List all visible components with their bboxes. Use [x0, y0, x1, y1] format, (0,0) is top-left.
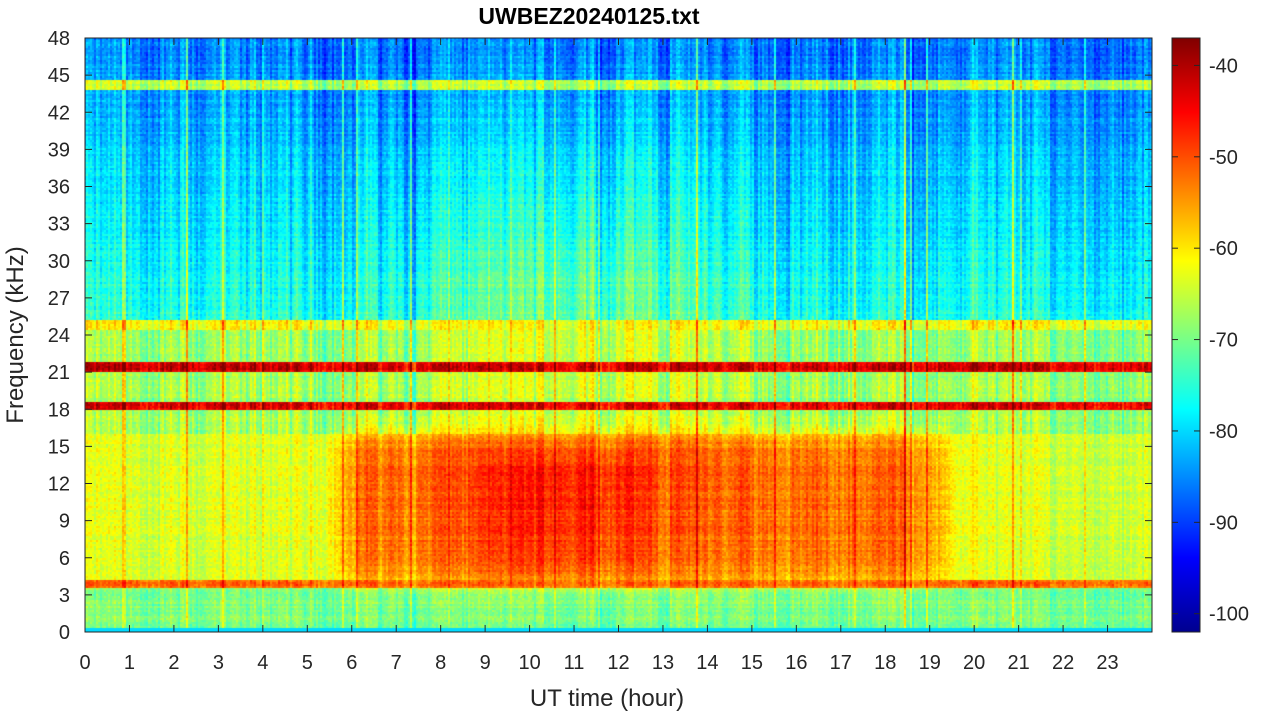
colorbar-tick-label: -70 [1209, 330, 1238, 352]
x-tick-label: 17 [830, 652, 852, 674]
x-tick-label: 2 [168, 652, 179, 674]
y-tick-label: 9 [59, 511, 70, 533]
x-tick-label: 1 [124, 652, 135, 674]
x-tick-label: 12 [607, 652, 629, 674]
y-tick-label: 42 [48, 102, 70, 124]
y-tick-label: 21 [48, 362, 70, 384]
colorbar-tick-label: -40 [1209, 55, 1238, 77]
x-tick-label: 5 [302, 652, 313, 674]
x-tick-label: 0 [79, 652, 90, 674]
x-tick-label: 4 [257, 652, 268, 674]
x-tick-label: 3 [213, 652, 224, 674]
chart-title: UWBEZ20240125.txt [478, 3, 699, 29]
x-tick-label: 19 [919, 652, 941, 674]
x-tick-label: 16 [785, 652, 807, 674]
colorbar-ticks: -40 -50 -60 -70 -80 -90 -100 [1172, 55, 1249, 626]
x-tick-label: 9 [480, 652, 491, 674]
y-tick-label: 3 [59, 585, 70, 607]
colorbar [1171, 37, 1201, 633]
y-tick-label: 33 [48, 214, 70, 236]
y-tick-label: 39 [48, 139, 70, 161]
x-tick-label: 23 [1096, 652, 1118, 674]
x-tick-label: 11 [564, 652, 585, 674]
x-tick-label: 6 [346, 652, 357, 674]
x-tick-label: 22 [1052, 652, 1074, 674]
y-tick-label: 36 [48, 177, 70, 199]
y-tick-label: 15 [48, 436, 70, 458]
x-axis-label: UT time (hour) [530, 685, 684, 712]
x-tick-label: 10 [518, 652, 540, 674]
y-tick-label: 0 [59, 622, 70, 644]
colorbar-tick-label: -90 [1209, 512, 1238, 534]
y-tick-label: 30 [48, 251, 70, 273]
y-tick-label: 48 [48, 28, 70, 50]
x-tick-label: 15 [741, 652, 763, 674]
colorbar-tick-label: -60 [1209, 238, 1238, 260]
colorbar-tick-label: -100 [1209, 604, 1249, 626]
y-tick-label: 24 [48, 325, 70, 347]
plot-area [85, 38, 1152, 632]
y-tick-label: 12 [48, 474, 70, 496]
y-tick-label: 45 [48, 65, 70, 87]
x-tick-label: 13 [652, 652, 674, 674]
x-axis: 0 1 2 3 4 5 6 7 8 9 10 11 12 13 14 15 16 17 18 19 20 21 22 23 [79, 38, 1119, 674]
x-tick-label: 18 [874, 652, 896, 674]
x-tick-label: 20 [963, 652, 985, 674]
x-tick-label: 7 [391, 652, 402, 674]
x-tick-label: 8 [435, 652, 446, 674]
x-tick-label: 14 [696, 652, 718, 674]
y-tick-label: 6 [59, 548, 70, 570]
y-axis-label: Frequency (kHz) [2, 246, 29, 423]
x-tick-label: 21 [1008, 652, 1030, 674]
y-tick-label: 18 [48, 399, 70, 421]
colorbar-tick-label: -80 [1209, 421, 1238, 443]
colorbar-tick-label: -50 [1209, 147, 1238, 169]
y-tick-label: 27 [48, 288, 70, 310]
